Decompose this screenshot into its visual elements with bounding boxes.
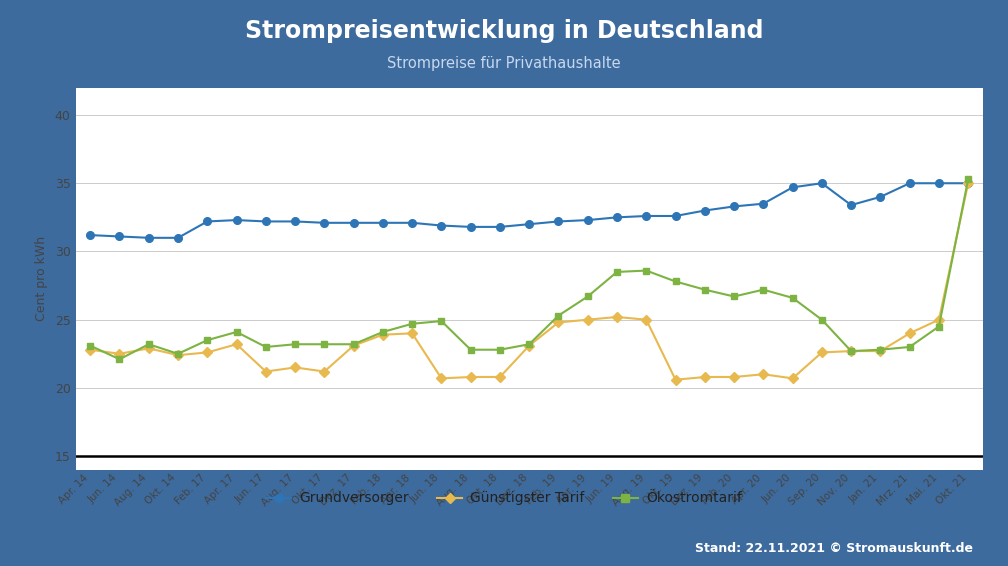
Legend: Grundversorger, Günstigster Tarif, Ökostromtarif: Grundversorger, Günstigster Tarif, Ökost… xyxy=(261,486,747,511)
Text: Strompreise für Privathaushalte: Strompreise für Privathaushalte xyxy=(387,55,621,71)
Text: Stand: 22.11.2021 © Stromauskunft.de: Stand: 22.11.2021 © Stromauskunft.de xyxy=(695,542,973,555)
Y-axis label: Cent pro kWh: Cent pro kWh xyxy=(35,236,48,321)
Text: Strompreisentwicklung in Deutschland: Strompreisentwicklung in Deutschland xyxy=(245,19,763,42)
